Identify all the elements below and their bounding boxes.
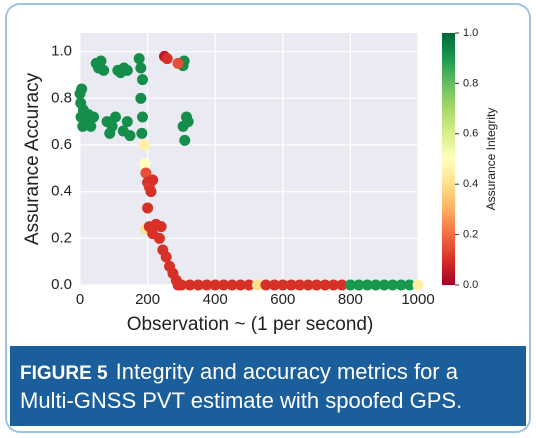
point — [135, 92, 147, 104]
point — [277, 279, 289, 291]
caption-label: FIGURE 5 — [20, 363, 108, 384]
point — [138, 139, 150, 151]
point — [153, 232, 165, 244]
point — [370, 279, 382, 291]
point — [121, 64, 133, 76]
x-tick-label: 800 — [338, 291, 363, 308]
point — [109, 111, 121, 123]
point — [395, 279, 407, 291]
point — [124, 130, 136, 142]
point — [243, 279, 255, 291]
colorbar-tick-label: 0.2 — [463, 229, 478, 241]
point — [353, 279, 365, 291]
y-axis-label: Assurance Accuracy — [22, 72, 43, 245]
point — [344, 279, 356, 291]
point — [137, 111, 149, 123]
point — [235, 279, 247, 291]
point — [361, 279, 373, 291]
point — [378, 279, 390, 291]
point — [139, 158, 151, 170]
plot-background — [80, 33, 418, 285]
colorbar-tick-label: 0.8 — [463, 77, 478, 89]
point — [184, 279, 196, 291]
point — [88, 111, 100, 123]
point — [412, 279, 424, 291]
point — [218, 279, 230, 291]
point — [145, 186, 157, 198]
point — [226, 279, 238, 291]
point — [133, 53, 145, 65]
point — [179, 134, 191, 146]
colorbar-tick-label: 1.0 — [463, 27, 478, 39]
point — [76, 83, 88, 95]
colorbar-tick-label: 0.4 — [463, 178, 478, 190]
frame — [5, 3, 531, 433]
point — [95, 55, 107, 67]
x-tick-label: 400 — [203, 291, 228, 308]
point — [161, 53, 173, 65]
point — [160, 251, 172, 263]
point — [336, 279, 348, 291]
point — [209, 279, 221, 291]
x-axis-label: Observation ~ (1 per second) — [127, 314, 374, 335]
point — [182, 116, 194, 128]
point — [136, 127, 148, 139]
point — [311, 279, 323, 291]
y-tick-label: 0.0 — [51, 276, 72, 293]
x-tick-label: 0 — [76, 291, 84, 308]
point — [121, 116, 133, 128]
point — [172, 57, 184, 69]
x-tick-label: 600 — [270, 291, 295, 308]
x-tick-label: 200 — [135, 291, 160, 308]
point — [98, 64, 110, 76]
point — [260, 279, 272, 291]
point — [135, 62, 147, 74]
point — [137, 74, 149, 86]
caption: FIGURE 5 Integrity and accuracy metrics f… — [10, 346, 526, 426]
point — [319, 279, 331, 291]
y-tick-label: 1.0 — [51, 43, 72, 60]
point — [387, 279, 399, 291]
point — [155, 221, 167, 233]
point — [302, 279, 314, 291]
point — [328, 279, 339, 291]
point — [106, 120, 118, 132]
y-tick-label: 0.6 — [51, 136, 72, 153]
point — [404, 279, 416, 291]
point — [285, 279, 297, 291]
x-tick-label: 1000 — [401, 291, 434, 308]
point — [268, 279, 280, 291]
point — [251, 279, 263, 291]
point — [201, 279, 213, 291]
point — [147, 174, 159, 186]
point — [85, 120, 97, 132]
colorbar-tick-label: 0.0 — [463, 279, 478, 291]
y-tick-label: 0.4 — [51, 183, 72, 200]
colorbar-label: Assurance Integrity — [484, 108, 498, 211]
point — [142, 202, 154, 214]
point — [172, 279, 184, 291]
point — [140, 167, 152, 179]
colorbar — [442, 33, 455, 285]
point — [192, 279, 204, 291]
caption-line: Integrity and accuracy metrics for a — [115, 359, 458, 384]
point — [294, 279, 306, 291]
caption-line: Multi-GNSS PVT estimate with spoofed GPS… — [20, 388, 463, 413]
y-tick-label: 0.8 — [51, 89, 72, 106]
colorbar-tick-label: 0.6 — [463, 128, 478, 140]
y-tick-label: 0.2 — [51, 229, 72, 246]
